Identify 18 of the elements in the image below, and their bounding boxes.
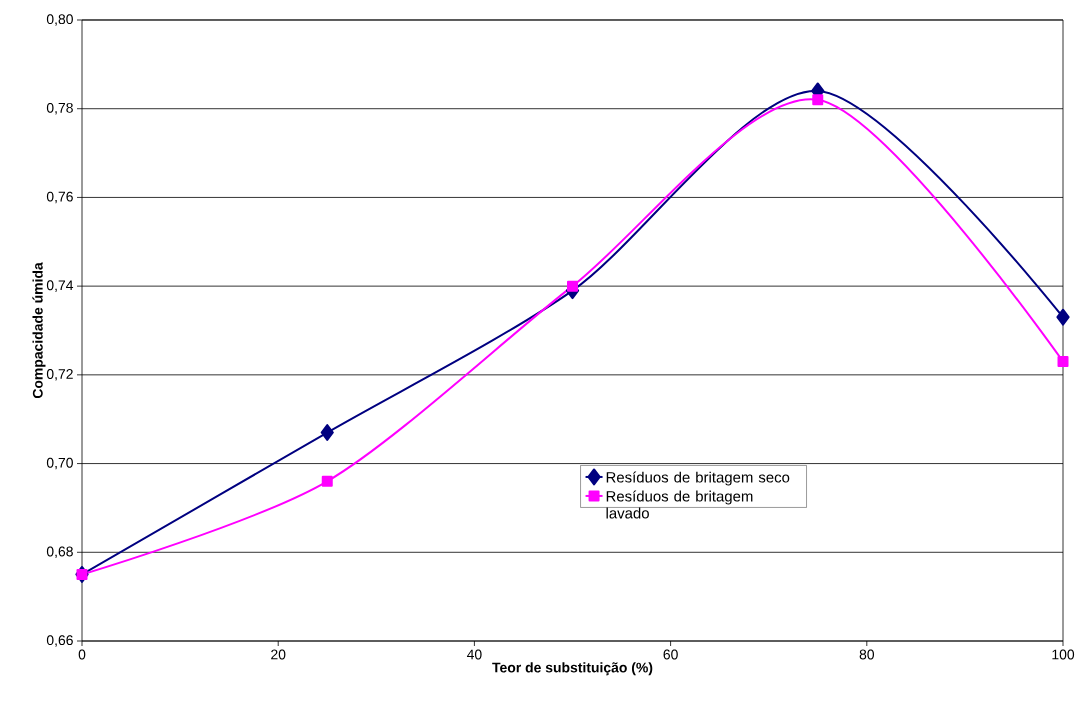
x-tick-label: 0: [78, 649, 86, 660]
x-axis-title: Teor de substituição (%): [492, 662, 653, 676]
x-tick-label: 80: [859, 649, 875, 660]
y-tick-label: 0,80: [46, 14, 73, 26]
y-tick-label: 0,66: [46, 635, 73, 647]
y-tick-label: 0,76: [46, 191, 73, 204]
x-tick-label: 100: [1052, 649, 1075, 660]
y-tick-label: 0,78: [46, 102, 73, 115]
x-tick-label: 20: [271, 649, 286, 660]
y-tick-label: 0,74: [46, 280, 74, 292]
y-tick-label: 0,68: [46, 546, 73, 559]
y-tick-label: 0,72: [46, 369, 73, 381]
y-tick-label: 0,70: [46, 457, 73, 470]
legend-label: Resíduos de britagem lavado: [606, 490, 753, 519]
x-tick-label: 60: [663, 649, 678, 660]
x-tick-label: 40: [466, 649, 482, 660]
y-axis-title: Compacidade úmida: [32, 262, 46, 399]
legend-label: Resíduos de britagem seco: [606, 471, 790, 486]
